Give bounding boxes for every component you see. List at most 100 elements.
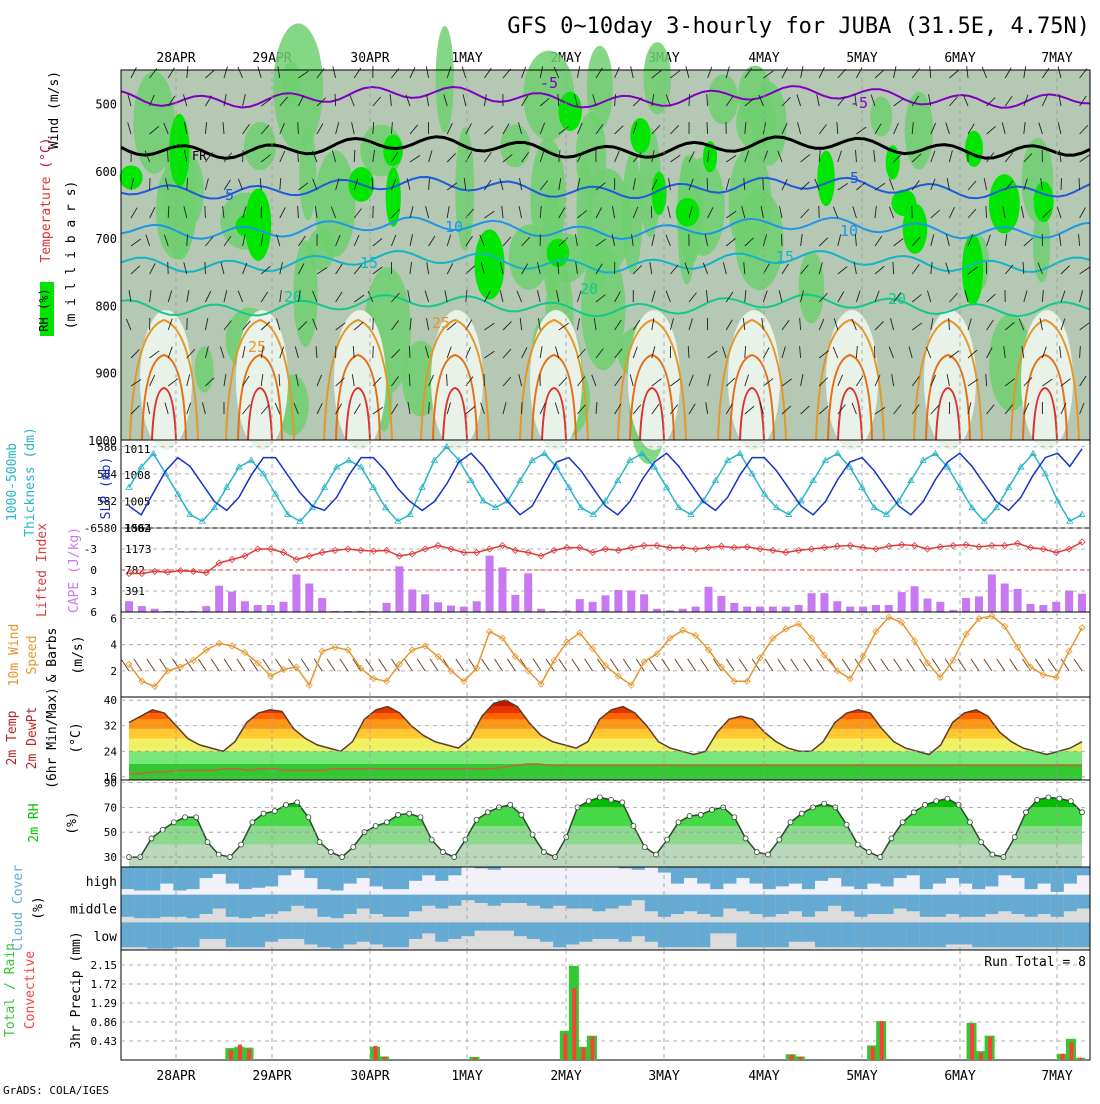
cloud-cell (658, 895, 672, 917)
cape-bar (756, 607, 764, 612)
cloud-row-label: high (86, 875, 117, 890)
cloud-cell (880, 895, 894, 914)
li-tick: 6 (90, 606, 97, 619)
li-tick: -6 (84, 522, 97, 535)
temperature-axis-word: Temperature (39, 176, 54, 262)
cloud-cell (959, 922, 973, 944)
cloud-cell (331, 922, 345, 948)
rh2m-line-point (1046, 795, 1051, 800)
rh2m-line-point (799, 811, 804, 816)
cloud-cell (213, 922, 227, 939)
cloud-cell (344, 867, 358, 884)
cloud-cell (606, 895, 620, 909)
cape-bar (846, 607, 854, 612)
cloud-cell (802, 922, 816, 941)
cloud-cell (409, 867, 423, 881)
cloud-cell (147, 867, 161, 891)
cloud-cell (448, 867, 462, 875)
date-label-top: 4MAY (748, 51, 779, 66)
rh-blob (282, 62, 301, 104)
rh2m-line-point (788, 820, 793, 825)
cloud-cell (854, 922, 868, 947)
temp-tick: 40 (104, 694, 117, 707)
cape-bar (1078, 594, 1086, 612)
rh2m-line-point (710, 807, 715, 812)
cloud-cell (435, 922, 449, 941)
cloud-cell (278, 867, 292, 875)
cloud-cell (200, 867, 214, 878)
cloud-cell (894, 867, 908, 878)
isotherm-label: 5 (225, 186, 234, 204)
rh-blob (169, 114, 189, 187)
wind10-label-2: Speed (25, 635, 40, 674)
cloud-cell (579, 895, 593, 909)
rh2m-line-point (754, 850, 759, 855)
cape-bar (705, 587, 713, 612)
cloud-cell (1064, 895, 1078, 912)
rh2m-line-point (609, 797, 614, 802)
cloud-cell (278, 895, 292, 912)
cloud-cell (409, 922, 423, 939)
cloud-cell (448, 895, 462, 906)
cape-bar (614, 590, 622, 612)
cloud-cell (317, 922, 331, 947)
precip-conv-bar (383, 1057, 387, 1060)
cloud-cell (291, 895, 305, 906)
cloud-cell (461, 922, 475, 936)
rh2m-line-point (194, 815, 199, 820)
rh2m-line-point (373, 823, 378, 828)
cloud-cell (776, 867, 790, 886)
cape-bar (395, 566, 403, 612)
cloud-cell (789, 922, 803, 941)
cloud-cell (880, 922, 894, 947)
rh2m-line-point (597, 795, 602, 800)
li-tick: 3 (90, 585, 97, 598)
ua-tick-label: 700 (95, 232, 117, 246)
cape-tick: 1564 (125, 522, 152, 535)
cloud-cell (200, 922, 214, 939)
cloud-cell (998, 867, 1012, 875)
cloud-cell (331, 895, 345, 919)
cloud-cell (894, 895, 908, 909)
cloud-cell (422, 867, 436, 875)
cloud-cell (540, 895, 554, 909)
cloud-cell (750, 895, 764, 914)
wind-barb (373, 318, 374, 330)
rh2m-line-point (440, 850, 445, 855)
wind-barb (298, 122, 299, 134)
cloud-cell (435, 867, 449, 881)
rh2m-line-point (945, 796, 950, 801)
cloud-cell (763, 922, 777, 947)
cape-bar (988, 574, 996, 612)
cloud-cell (645, 922, 659, 941)
cloud-cell (776, 922, 790, 947)
cloud-cell (1011, 895, 1025, 914)
date-label-top: 28APR (156, 51, 195, 66)
cape-bar (267, 605, 275, 612)
rh2m-line-point (676, 820, 681, 825)
cloud-cell (173, 867, 187, 891)
rh2m-line-point (418, 815, 423, 820)
wind10-tick: 6 (110, 613, 117, 626)
cape-bar (936, 602, 944, 612)
lifted-index-label: Lifted Index (35, 523, 50, 617)
rh2m-line-point (530, 832, 535, 837)
cloud-cell (1077, 922, 1091, 947)
cloud-cell (213, 867, 227, 874)
date-label-bottom: 2MAY (550, 1069, 581, 1084)
rh2m-line-point (1012, 835, 1017, 840)
wind-barb (409, 346, 410, 358)
cape-bar (589, 602, 597, 612)
cloud-cell (121, 895, 135, 917)
cloud-cell (880, 867, 894, 886)
cape-bar (292, 574, 300, 612)
date-label-bottom: 5MAY (846, 1069, 877, 1084)
cape-bar (911, 586, 919, 612)
rh2m-line-point (1035, 797, 1040, 802)
cloud-cell (736, 922, 750, 947)
rh2m-line-point (328, 850, 333, 855)
cloud-clear-cell (527, 867, 541, 895)
rh2m-line-point (1080, 810, 1085, 815)
cloud-cell (317, 867, 331, 889)
